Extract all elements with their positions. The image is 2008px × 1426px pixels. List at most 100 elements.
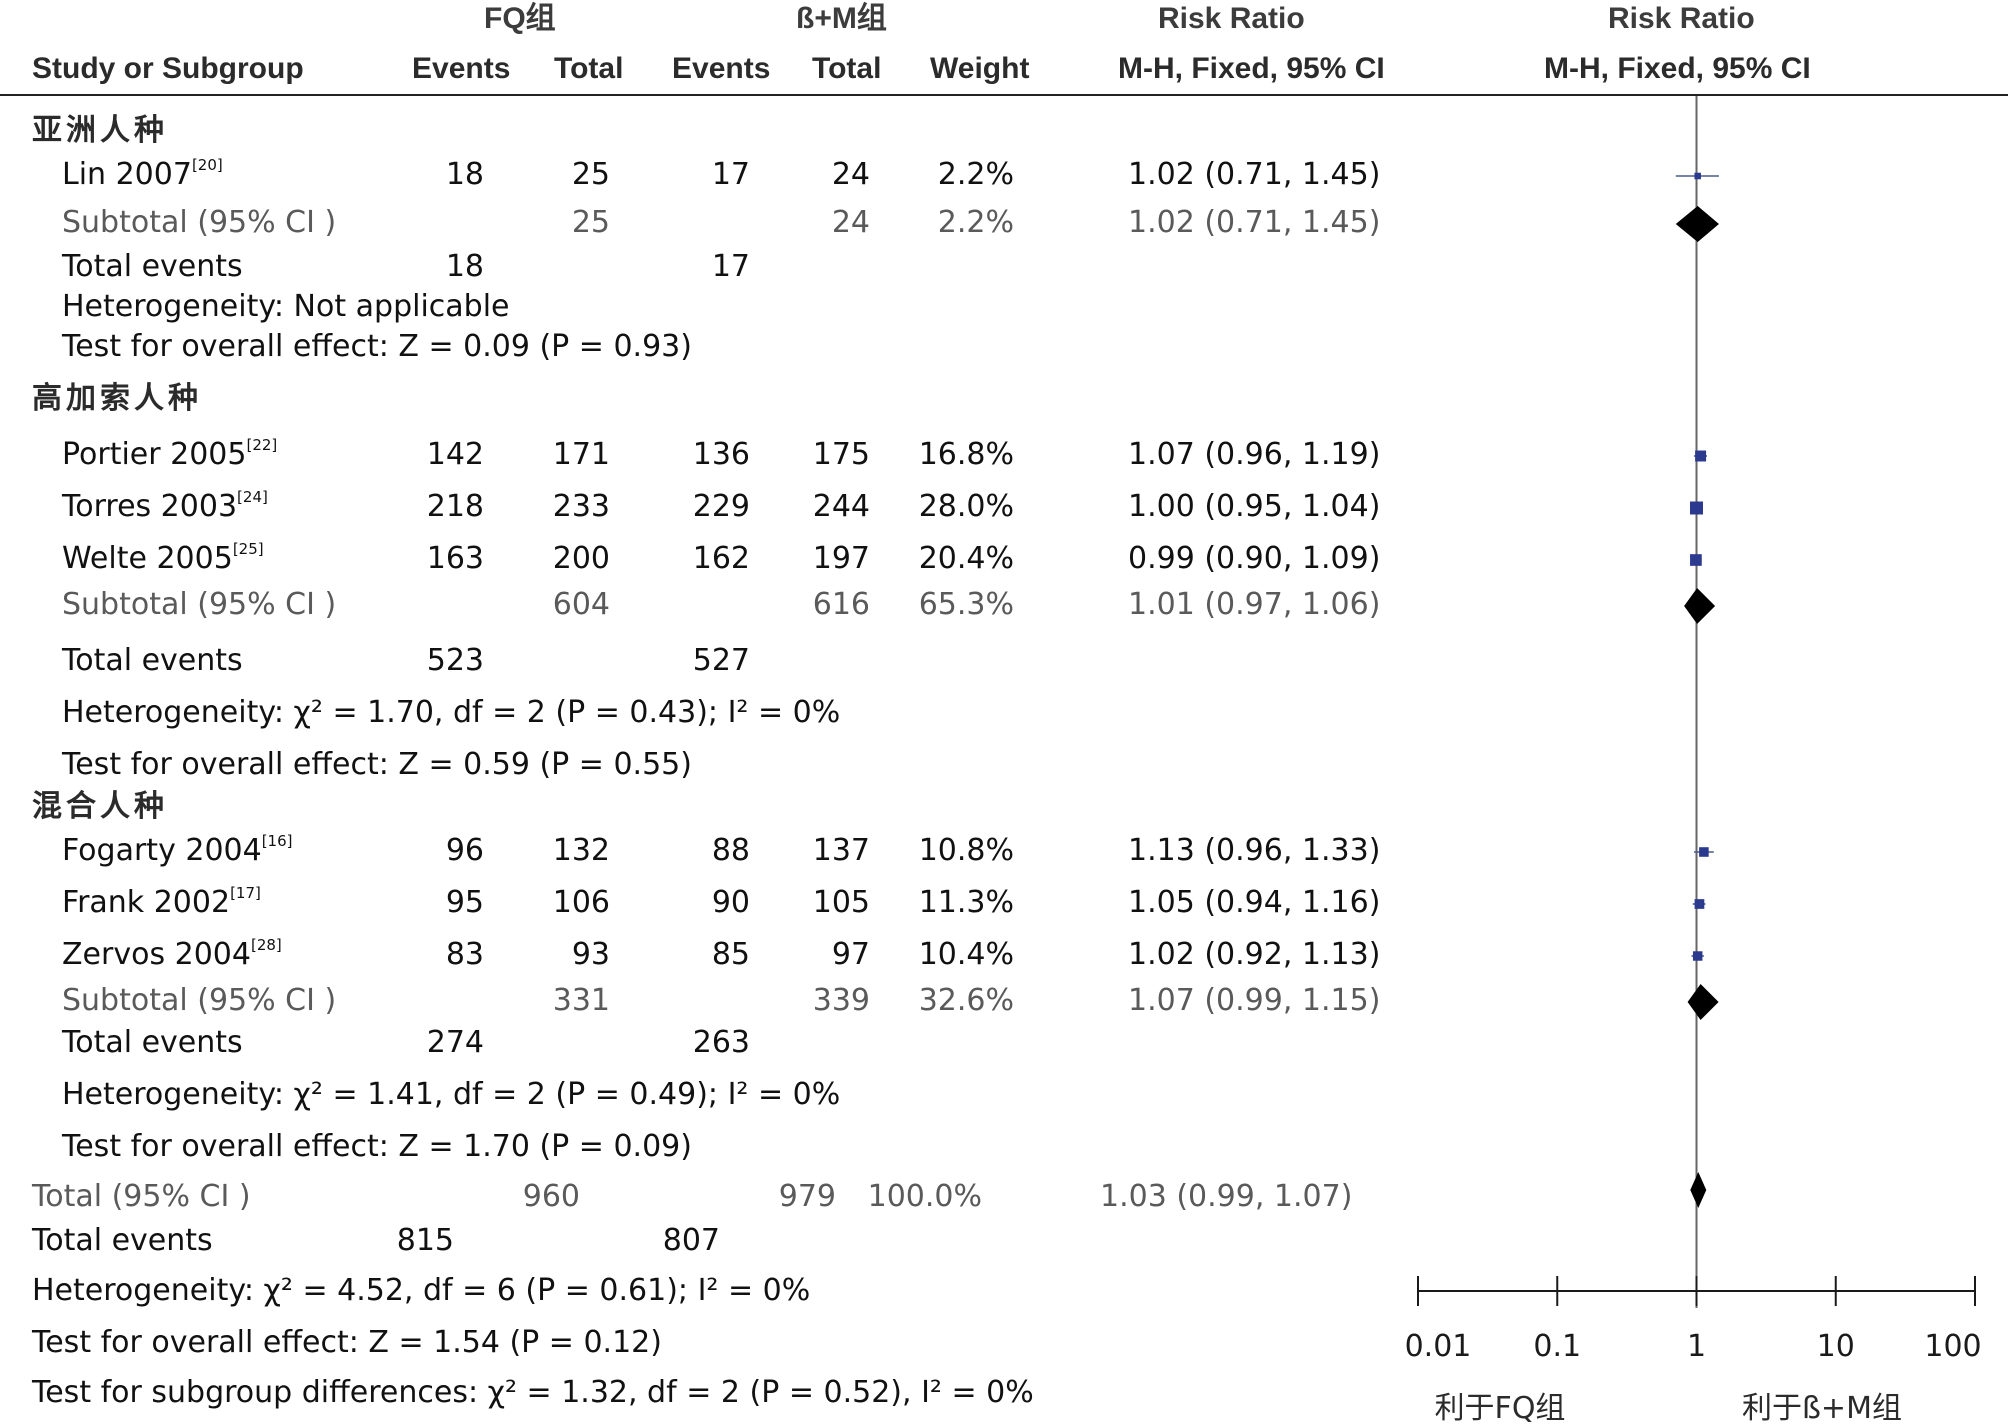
study-name: Lin 2007[20]	[62, 156, 223, 192]
weight-value: 20.4%	[918, 541, 1014, 576]
weight-value: 10.4%	[918, 937, 1014, 972]
study-name: Welte 2005[25]	[62, 540, 264, 576]
x-axis-tick-label: 0.1	[1533, 1329, 1581, 1364]
x-axis-ticks: 0.01 0.1 1 10 100	[1405, 1276, 1982, 1364]
risk-ratio-plot-header: Risk Ratio	[1608, 2, 1755, 35]
total1-value: 233	[552, 489, 610, 524]
group2-header: ß+M组	[796, 2, 887, 35]
overall-diamond	[1690, 1172, 1707, 1208]
total2-value: 105	[812, 885, 870, 920]
ci-value: 0.99 (0.90, 1.09)	[1128, 541, 1381, 576]
ci-value: 1.07 (0.96, 1.19)	[1128, 437, 1381, 472]
weight-value: 10.8%	[918, 833, 1014, 868]
subtotal-label: Subtotal (95% CI )	[62, 205, 337, 240]
total-label: Total (95% CI )	[32, 1179, 251, 1214]
total1-column-header: Total	[554, 52, 624, 85]
group-heading-caucasian: 高加索人种	[32, 381, 202, 416]
total2-value: 24	[831, 157, 870, 192]
events1-value: 83	[445, 937, 484, 972]
total-events-label: Total events	[62, 249, 243, 284]
group-heading-mixed: 混合人种	[32, 789, 168, 824]
subtotal-total1: 604	[552, 587, 610, 622]
subtotal-label: Subtotal (95% CI )	[62, 587, 337, 622]
events1-value: 96	[445, 833, 484, 868]
subtotal-ci: 1.07 (0.99, 1.15)	[1128, 983, 1381, 1018]
total-events1: 523	[426, 643, 484, 678]
total-events2: 527	[692, 643, 750, 678]
events2-value: 229	[692, 489, 750, 524]
group-heading-asian: 亚洲人种	[32, 113, 168, 148]
ci-value: 1.02 (0.71, 1.45)	[1128, 157, 1381, 192]
subtotal-weight: 32.6%	[918, 983, 1014, 1018]
events1-value: 95	[445, 885, 484, 920]
ci-value: 1.00 (0.95, 1.04)	[1128, 489, 1381, 524]
study-name: Fogarty 2004[16]	[62, 832, 293, 868]
ci-value: 1.13 (0.96, 1.33)	[1128, 833, 1381, 868]
total1-value: 171	[552, 437, 610, 472]
study-point-estimate	[1699, 847, 1709, 857]
study-point-estimate	[1694, 899, 1705, 909]
total-weight: 100.0%	[867, 1179, 982, 1214]
subtotal-weight: 65.3%	[918, 587, 1014, 622]
subgroup-differences-text: Test for subgroup differences: χ² = 1.32…	[32, 1375, 1034, 1410]
total-total2: 979	[778, 1179, 836, 1214]
heterogeneity-text: Heterogeneity: χ² = 1.70, df = 2 (P = 0.…	[62, 695, 841, 730]
heterogeneity-text: Heterogeneity: χ² = 1.41, df = 2 (P = 0.…	[62, 1077, 841, 1112]
total1-value: 25	[571, 157, 610, 192]
method-column-header: M-H, Fixed, 95% CI	[1118, 52, 1385, 85]
total-events1: 274	[426, 1025, 484, 1060]
subtotal-label: Subtotal (95% CI )	[62, 983, 337, 1018]
subtotal-ci: 1.01 (0.97, 1.06)	[1128, 587, 1381, 622]
study-point-estimate	[1690, 501, 1703, 515]
x-axis-tick-label: 1	[1687, 1329, 1706, 1364]
events2-column-header: Events	[672, 52, 771, 85]
x-axis-tick-label: 0.01	[1405, 1329, 1472, 1364]
events1-value: 18	[445, 157, 484, 192]
overall-effect-total-text: Test for overall effect: Z = 1.54 (P = 0…	[32, 1325, 662, 1360]
study-point-estimate	[1695, 450, 1707, 462]
events1-value: 163	[426, 541, 484, 576]
total-events-label: Total events	[62, 643, 243, 678]
events1-value: 218	[426, 489, 484, 524]
total1-value: 132	[552, 833, 610, 868]
overall-effect-text: Test for overall effect: Z = 1.70 (P = 0…	[62, 1129, 692, 1164]
events2-value: 136	[692, 437, 750, 472]
events2-value: 162	[692, 541, 750, 576]
total-events2: 17	[711, 249, 750, 284]
events1-column-header: Events	[412, 52, 511, 85]
subtotal-total2: 339	[812, 983, 870, 1018]
subtotal-total2: 24	[831, 205, 870, 240]
favours-right-label: 利于ß+M组	[1742, 1391, 1902, 1426]
weight-value: 16.8%	[918, 437, 1014, 472]
total-events-label: Total events	[62, 1025, 243, 1060]
heterogeneity-text: Heterogeneity: Not applicable	[62, 289, 510, 324]
weight-value: 2.2%	[937, 157, 1014, 192]
total-total1: 960	[522, 1179, 580, 1214]
subtotal-weight: 2.2%	[937, 205, 1014, 240]
overall-total-events2: 807	[662, 1223, 720, 1258]
x-axis-tick-label: 10	[1817, 1329, 1855, 1364]
risk-ratio-header: Risk Ratio	[1158, 2, 1305, 35]
total1-value: 93	[571, 937, 610, 972]
forest-marks	[1675, 172, 1719, 1208]
overall-effect-text: Test for overall effect: Z = 0.09 (P = 0…	[62, 329, 692, 364]
subtotal-diamond	[1684, 588, 1716, 624]
study-name: Zervos 2004[28]	[62, 936, 282, 972]
total2-value: 244	[812, 489, 870, 524]
events2-value: 90	[711, 885, 750, 920]
subtotal-total1: 25	[571, 205, 610, 240]
favours-left-label: 利于FQ组	[1435, 1391, 1566, 1426]
study-point-estimate	[1694, 172, 1701, 180]
study-point-estimate	[1690, 554, 1702, 566]
events2-value: 85	[711, 937, 750, 972]
subtotal-total2: 616	[812, 587, 870, 622]
header-rule	[0, 94, 2008, 96]
method-plot-header: M-H, Fixed, 95% CI	[1544, 52, 1811, 85]
ci-value: 1.02 (0.92, 1.13)	[1128, 937, 1381, 972]
study-point-estimate	[1692, 951, 1703, 961]
x-axis-tick-label: 100	[1924, 1329, 1981, 1364]
total-events2: 263	[692, 1025, 750, 1060]
total2-value: 137	[812, 833, 870, 868]
